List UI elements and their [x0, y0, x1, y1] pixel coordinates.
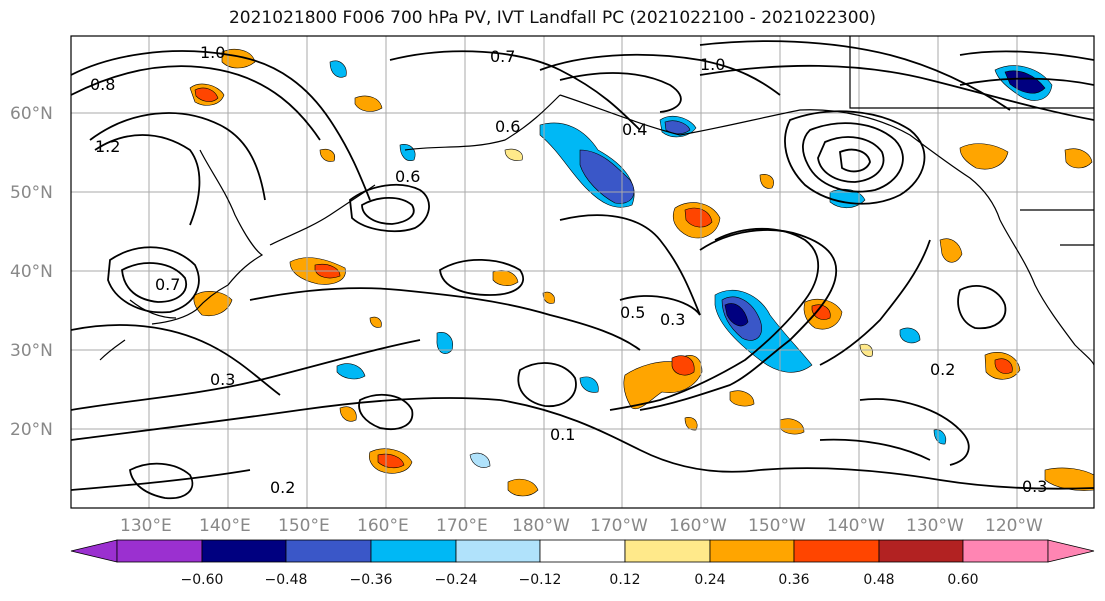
map-plot-area: 0.8 1.2 1.0 0.7 0.6 0.4 0.5 0.3 0.2 0.1 …: [71, 36, 1094, 508]
pv-contours: [71, 40, 1094, 500]
svg-text:0.3: 0.3: [1022, 477, 1047, 496]
colorbar-label: −0.60: [180, 572, 224, 588]
svg-text:0.3: 0.3: [660, 310, 685, 329]
svg-text:1.2: 1.2: [95, 137, 120, 156]
lat-label-60n: 60°N: [10, 104, 53, 124]
shaded-anomalies: [189, 49, 1094, 497]
colorbar-label: 0.60: [947, 572, 979, 588]
svg-text:0.3: 0.3: [210, 370, 235, 389]
map-frame: [70, 35, 1095, 509]
lon-label-170w: 170°W: [590, 516, 648, 536]
lon-label-170e: 170°E: [436, 516, 488, 536]
svg-text:0.1: 0.1: [550, 425, 575, 444]
colorbar-label: 0.24: [694, 572, 726, 588]
lon-label-140e: 140°E: [199, 516, 251, 536]
lon-label-130e: 130°E: [120, 516, 172, 536]
lat-label-50n: 50°N: [10, 183, 53, 203]
lon-label-120w: 120°W: [985, 516, 1043, 536]
svg-text:0.6: 0.6: [395, 167, 420, 186]
colorbar: [70, 539, 1095, 563]
svg-text:0.6: 0.6: [495, 117, 520, 136]
contour-labels: 0.8 1.2 1.0 0.7 0.6 0.4 0.5 0.3 0.2 0.1 …: [90, 43, 1047, 497]
lat-label-30n: 30°N: [10, 341, 53, 361]
svg-text:0.7: 0.7: [155, 275, 180, 294]
map-title: 2021021800 F006 700 hPa PV, IVT Landfall…: [228, 8, 876, 28]
colorbar-label: −0.36: [349, 572, 393, 588]
colorbar-label: −0.48: [264, 572, 308, 588]
lon-label-130w: 130°W: [906, 516, 964, 536]
svg-text:1.0: 1.0: [200, 43, 225, 62]
colorbar-label: −0.24: [434, 572, 478, 588]
lat-label-20n: 20°N: [10, 420, 53, 440]
svg-text:0.2: 0.2: [270, 478, 295, 497]
svg-text:0.4: 0.4: [622, 120, 647, 139]
colorbar-label: −0.12: [518, 572, 562, 588]
svg-text:1.0: 1.0: [700, 55, 725, 74]
colorbar-label: 0.48: [863, 572, 895, 588]
coastlines: [99, 36, 1094, 366]
svg-text:0.2: 0.2: [930, 360, 955, 379]
lon-label-160w: 160°W: [669, 516, 727, 536]
lat-label-40n: 40°N: [10, 262, 53, 282]
lon-label-160e: 160°E: [357, 516, 409, 536]
colorbar-label: 0.36: [778, 572, 810, 588]
svg-text:0.8: 0.8: [90, 75, 115, 94]
lon-label-150w: 150°W: [748, 516, 806, 536]
lon-label-180w: 180°W: [512, 516, 570, 536]
svg-text:0.5: 0.5: [620, 303, 645, 322]
lon-label-150e: 150°E: [278, 516, 330, 536]
svg-text:0.7: 0.7: [490, 47, 515, 66]
lon-label-140w: 140°W: [827, 516, 885, 536]
colorbar-label: 0.12: [609, 572, 641, 588]
